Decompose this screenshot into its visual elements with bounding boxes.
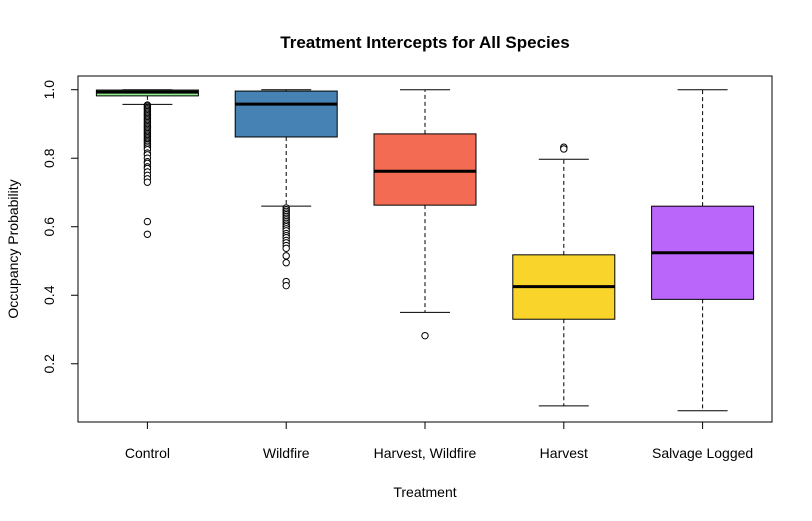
y-tick-label: 0.6 xyxy=(41,217,57,237)
outlier-point xyxy=(282,281,290,290)
y-tick-label: 0.2 xyxy=(41,354,57,374)
x-tick-label: Salvage Logged xyxy=(652,445,753,461)
y-axis-title: Occupancy Probability xyxy=(5,179,21,318)
box-group xyxy=(512,143,616,407)
box-group xyxy=(234,89,338,290)
box-iqr xyxy=(234,90,338,138)
x-tick-label: Wildfire xyxy=(263,445,310,461)
box-group xyxy=(95,89,199,238)
outlier-point xyxy=(282,252,290,260)
outlier-point xyxy=(143,217,152,226)
x-axis: Control Wildfire Harvest, Wildfire Harvest S… xyxy=(125,421,753,461)
box-group xyxy=(373,89,477,340)
outlier-point xyxy=(282,244,290,253)
outlier-point xyxy=(143,230,152,238)
boxes-layer xyxy=(95,89,755,412)
x-axis-title: Treatment xyxy=(393,484,456,500)
outlier-point xyxy=(421,331,429,340)
chart-title: Treatment Intercepts for All Species xyxy=(280,33,569,52)
outlier-point xyxy=(560,145,568,153)
y-tick-label: 0.8 xyxy=(41,148,57,168)
box-iqr xyxy=(373,133,477,206)
x-tick-label: Harvest xyxy=(540,445,588,461)
outlier-point xyxy=(143,178,152,186)
y-tick-label: 0.4 xyxy=(41,285,57,305)
y-axis: 0.2 0.4 0.6 0.8 1.0 xyxy=(41,80,79,374)
y-tick-label: 1.0 xyxy=(41,80,57,100)
x-tick-label: Harvest, Wildfire xyxy=(374,445,477,461)
x-tick-label: Control xyxy=(125,445,170,461)
box-group xyxy=(651,89,755,412)
outlier-point xyxy=(282,259,290,267)
